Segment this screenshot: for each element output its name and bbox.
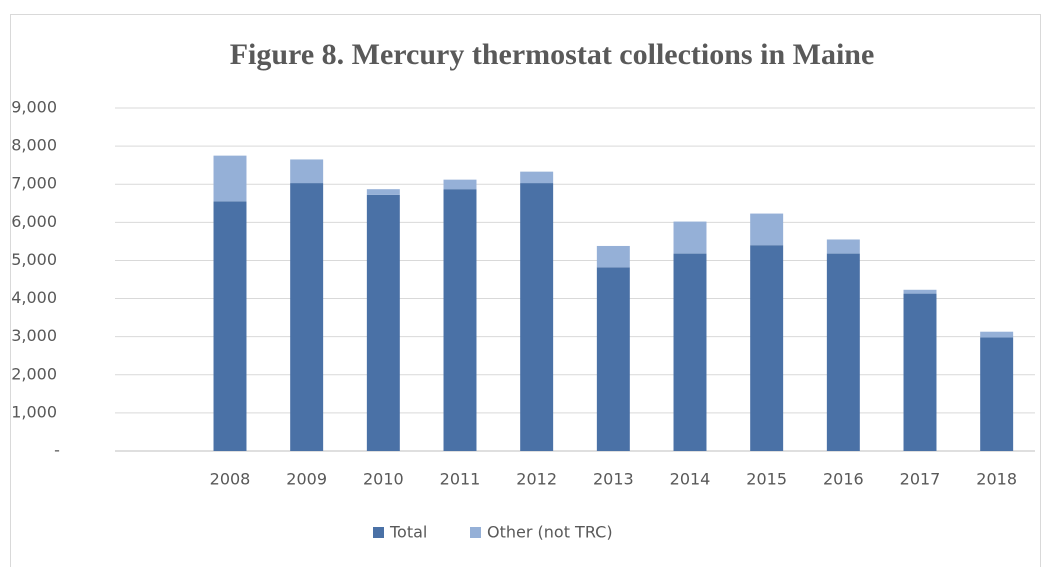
bar-segment: [673, 253, 707, 451]
x-tick-label: 2018: [976, 470, 1017, 489]
bar-segment: [520, 171, 554, 184]
bar-segment: [903, 289, 937, 294]
bar-segment: [596, 267, 630, 451]
y-tick-label: -: [54, 441, 60, 460]
legend-label: Total: [389, 523, 427, 542]
y-tick-label: 2,000: [11, 364, 57, 383]
bar-segment: [596, 245, 630, 268]
chart-title: Figure 8. Mercury thermostat collections…: [230, 38, 875, 71]
bar-segment: [903, 293, 937, 451]
bar-segment: [826, 239, 860, 254]
bar-segment: [673, 221, 707, 254]
x-tick-label: 2008: [210, 470, 251, 489]
bar-segment: [520, 183, 554, 451]
bar-segment: [980, 331, 1014, 338]
y-tick-label: 9,000: [11, 98, 57, 117]
x-tick-label: 2011: [440, 470, 481, 489]
bar-segment: [443, 179, 477, 190]
x-tick-label: 2016: [823, 470, 864, 489]
y-tick-label: 7,000: [11, 174, 57, 193]
x-tick-label: 2014: [670, 470, 711, 489]
x-tick-label: 2012: [516, 470, 557, 489]
bar-segment: [290, 183, 324, 451]
x-tick-label: 2013: [593, 470, 634, 489]
bar-segment: [366, 194, 400, 452]
legend-swatch: [373, 527, 384, 538]
bar-segment: [443, 189, 477, 451]
bar-segment: [980, 337, 1014, 451]
y-tick-label: 3,000: [11, 326, 57, 345]
bar-segment: [213, 155, 247, 202]
y-tick-label: 6,000: [11, 212, 57, 231]
x-tick-label: 2010: [363, 470, 404, 489]
legend-label: Other (not TRC): [487, 523, 613, 542]
y-tick-label: 8,000: [11, 136, 57, 155]
bar-segment: [750, 245, 784, 451]
bar-segment: [750, 213, 784, 246]
bar-segment: [290, 159, 324, 184]
y-tick-label: 4,000: [11, 288, 57, 307]
y-tick-label: 5,000: [11, 250, 57, 269]
bar-segment: [826, 253, 860, 451]
legend-swatch: [470, 527, 481, 538]
x-tick-label: 2009: [286, 470, 327, 489]
x-tick-label: 2017: [900, 470, 941, 489]
bar-segment: [366, 189, 400, 195]
bar-segment: [213, 201, 247, 451]
x-tick-label: 2015: [746, 470, 787, 489]
y-tick-label: 1,000: [11, 402, 57, 421]
